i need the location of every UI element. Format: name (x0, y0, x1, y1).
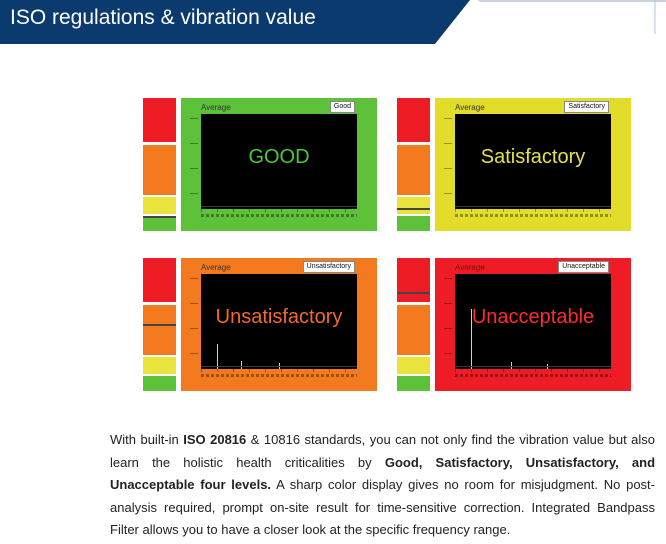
scale-segment-red (143, 98, 176, 142)
gauge-panel: Average Good GOOD (181, 98, 377, 231)
average-label: Average (455, 103, 485, 112)
spectrum-display: Unsatisfactory (201, 274, 357, 369)
scale-segment-yellow (397, 197, 430, 214)
severity-scale (143, 98, 176, 231)
level-text: Unsatisfactory (215, 306, 343, 328)
y-tick (444, 118, 452, 119)
axis-caption (201, 374, 357, 377)
scale-segment-green (397, 216, 430, 231)
average-label: Average (455, 263, 485, 272)
axis-caption (455, 374, 611, 377)
spectrum-peak (217, 344, 218, 369)
y-tick (444, 278, 452, 279)
x-axis-ticks (201, 369, 357, 372)
level-panel-unsatisfactory: Average Unsatisfactory Unsatisfactory (143, 258, 377, 391)
y-tick (190, 168, 198, 169)
axis-caption (455, 214, 611, 217)
status-badge: Unsatisfactory (302, 261, 355, 273)
scale-segment-green (397, 376, 430, 391)
spectrum-baseline (455, 206, 611, 207)
y-tick (190, 118, 198, 119)
spectrum-peak (241, 361, 242, 369)
page-title: ISO regulations & vibration value (10, 6, 316, 29)
y-tick (444, 353, 452, 354)
desc-text-2: & 10816 standards, you can not only find… (110, 432, 656, 470)
scale-segment-orange (397, 145, 430, 195)
y-tick (444, 303, 452, 304)
level-text: Satisfactory (480, 146, 586, 168)
level-text: Unacceptable (471, 306, 595, 328)
scale-segment-orange (143, 305, 176, 355)
y-tick (190, 143, 198, 144)
level-panel-satisfactory: Average Satisfactory Satisfactory (397, 98, 631, 231)
y-tick (444, 168, 452, 169)
gauge-panel: Average Unacceptable Unacceptable (435, 258, 631, 391)
severity-scale (397, 258, 430, 391)
scale-segment-yellow (143, 357, 176, 374)
average-label: Average (201, 103, 231, 112)
status-badge: Unacceptable (558, 261, 609, 273)
level-marker (143, 216, 176, 218)
desc-bold-iso: ISO 20816 (183, 432, 247, 447)
average-label: Average (201, 263, 231, 272)
desc-bold-levels: Good, Satisfactory, Unsatisfactory, and … (110, 454, 656, 493)
y-tick (190, 353, 198, 354)
scale-segment-green (143, 216, 176, 231)
scale-segment-orange (143, 145, 176, 195)
scale-segment-orange (397, 305, 430, 355)
level-marker (397, 292, 430, 294)
y-tick (190, 328, 198, 329)
x-axis-ticks (455, 369, 611, 372)
spectrum-peak (471, 309, 472, 369)
gauge-panel: Average Satisfactory Satisfactory (435, 98, 631, 231)
scale-segment-red (397, 98, 430, 142)
y-tick (190, 278, 198, 279)
scale-segment-red (143, 258, 176, 302)
scale-segment-yellow (397, 357, 430, 374)
x-axis-ticks (455, 209, 611, 212)
desc-text-3: A sharp color display gives no room for … (110, 477, 656, 538)
scale-segment-yellow (143, 197, 176, 214)
status-badge: Good (329, 101, 355, 113)
page-header: ISO regulations & vibration value (0, 0, 666, 44)
desc-text-1: With built-in (110, 432, 184, 447)
scale-segment-red (397, 258, 430, 302)
level-marker (143, 324, 176, 326)
spectrum-display: GOOD (201, 114, 357, 209)
scale-segment-green (143, 376, 176, 391)
level-panel-good: Average Good GOOD (143, 98, 377, 231)
level-text: GOOD (248, 146, 310, 168)
y-tick (190, 193, 198, 194)
gauge-panel: Average Unsatisfactory Unsatisfactory (181, 258, 377, 391)
spectrum-baseline (201, 206, 357, 207)
feature-description: With built-in ISO 20816 & 10816 standard… (110, 429, 655, 542)
spectrum-baseline (201, 366, 357, 367)
header-background (0, 0, 666, 44)
severity-scale (143, 258, 176, 391)
y-tick (190, 303, 198, 304)
axis-caption (201, 214, 357, 217)
spectrum-peak (511, 362, 512, 369)
y-tick (444, 143, 452, 144)
level-marker (397, 208, 430, 210)
y-tick (444, 193, 452, 194)
x-axis-ticks (201, 209, 357, 212)
spectrum-baseline (455, 366, 611, 367)
level-panel-unacceptable: Average Unacceptable Unacceptable (397, 258, 631, 391)
spectrum-display: Satisfactory (455, 114, 611, 209)
status-badge: Satisfactory (564, 101, 609, 113)
spectrum-display: Unacceptable (455, 274, 611, 369)
severity-scale (397, 98, 430, 231)
y-tick (444, 328, 452, 329)
